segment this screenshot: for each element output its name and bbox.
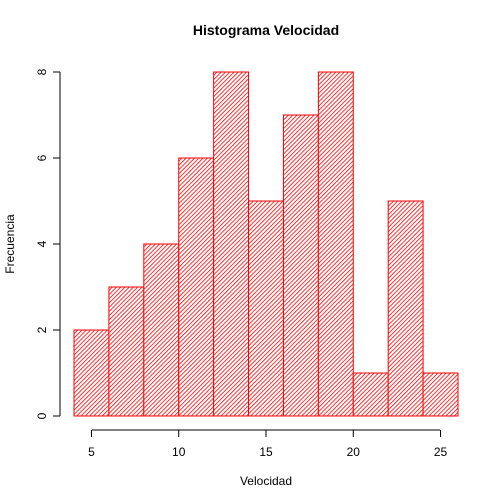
y-tick-label: 4 — [35, 240, 49, 247]
x-tick-label: 15 — [259, 445, 273, 459]
x-tick-label: 10 — [172, 445, 186, 459]
x-tick-label: 25 — [434, 445, 448, 459]
histogram-bar — [422, 372, 459, 417]
histogram-bar — [317, 71, 354, 417]
x-axis-ticks: 5 10 15 20 25 — [88, 430, 448, 459]
histogram-bar — [108, 286, 145, 417]
histogram-bar — [178, 157, 215, 417]
histogram-bar — [73, 329, 110, 417]
histogram-bar — [282, 114, 319, 417]
y-axis-label: Frecuencia — [3, 214, 17, 274]
x-axis-label: Velocidad — [240, 474, 292, 488]
x-tick-label: 5 — [88, 445, 95, 459]
bars-group — [73, 71, 459, 417]
y-tick-label: 0 — [35, 412, 49, 419]
histogram-bar — [387, 200, 424, 417]
y-tick-label: 8 — [35, 68, 49, 75]
histogram-bar — [143, 243, 180, 417]
y-axis-ticks: 0 2 4 6 8 — [35, 68, 60, 419]
histogram-bar — [248, 200, 284, 417]
y-tick-label: 6 — [35, 154, 49, 161]
y-tick-label: 2 — [35, 326, 49, 333]
chart-title: Histograma Velocidad — [193, 22, 339, 38]
histogram-bar — [213, 71, 250, 417]
histogram-bar — [352, 372, 389, 417]
x-tick-label: 20 — [347, 445, 361, 459]
